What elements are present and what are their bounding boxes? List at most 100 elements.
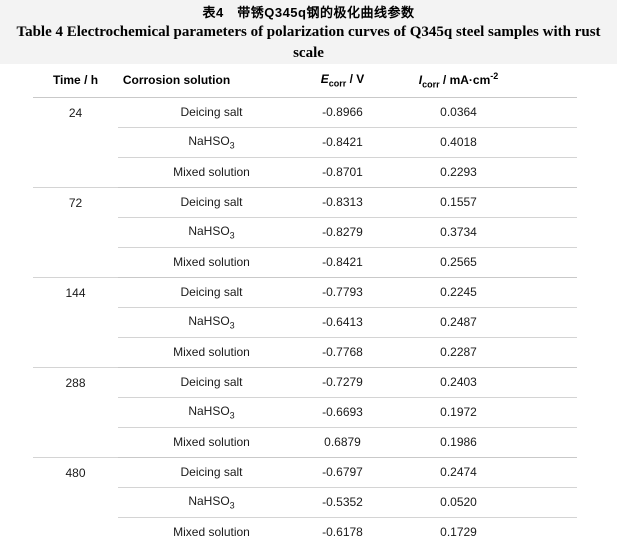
icorr-value: 0.3734 (400, 217, 577, 248)
solution-name: Deicing salt (180, 285, 243, 299)
table-row: Mixed solution -0.8421 0.2565 (33, 247, 577, 278)
ecorr-subscript: corr (328, 78, 347, 89)
icorr-subscript: corr (422, 79, 440, 90)
ecorr-value: -0.7279 (305, 367, 400, 398)
table-row: 24 Deicing salt -0.8966 0.0364 (33, 97, 577, 188)
icorr-value: 0.2245 (400, 277, 577, 308)
solution-cell: Deicing salt (118, 367, 305, 398)
solution-subscript: 3 (229, 500, 235, 511)
icorr-value: 0.2287 (400, 337, 577, 368)
solution-name: Mixed solution (173, 435, 250, 449)
ecorr-unit: / V (346, 72, 365, 87)
solution-name: Deicing salt (180, 375, 243, 389)
icorr-value: 0.1729 (440, 525, 477, 540)
solution-name: NaHSO (188, 133, 230, 148)
ecorr-value: -0.6693 (305, 397, 400, 428)
ecorr-value: -0.8313 (305, 187, 400, 218)
icorr-value: 0.2403 (400, 367, 577, 398)
ecorr-value: -0.8421 (305, 127, 400, 158)
table-row: Mixed solution 0.6879 0.1986 (33, 427, 577, 458)
solution-cell: Deicing salt (118, 457, 305, 488)
time-cell: 144 (33, 277, 118, 368)
icorr-value: 0.2474 (400, 457, 577, 488)
ecorr-value: -0.6178 (322, 525, 363, 540)
table-row: NaHSO3 -0.8421 0.4018 (33, 127, 577, 158)
table-row: NaHSO3 -0.6413 0.2487 (33, 307, 577, 338)
icorr-value: 0.1972 (400, 397, 577, 428)
solution-name: NaHSO (188, 223, 230, 238)
icorr-value: 0.0520 (400, 487, 577, 518)
solution-name: Deicing salt (180, 465, 243, 479)
solution-cell: NaHSO3 (118, 487, 305, 518)
icorr-value: 0.0364 (400, 97, 577, 128)
ecorr-value: -0.5352 (305, 487, 400, 518)
ecorr-value: -0.7793 (305, 277, 400, 308)
ecorr-value: 0.6879 (305, 427, 400, 458)
ecorr-value: -0.6797 (305, 457, 400, 488)
solution-name: Mixed solution (173, 165, 250, 179)
solution-cell: NaHSO3 (118, 217, 305, 248)
table-row: 72 Deicing salt -0.8313 0.1557 (33, 187, 577, 278)
table-row: NaHSO3 -0.6693 0.1972 (33, 397, 577, 428)
column-header-icorr: Icorr / mA·cm-2 (400, 64, 577, 98)
table-row: Mixed solution -0.8701 0.2293 (33, 157, 577, 188)
table-row: 144 Deicing salt -0.7793 0.2245 (33, 277, 577, 368)
time-cell: 288 (33, 367, 118, 458)
icorr-value: 0.4018 (400, 127, 577, 158)
column-header-time-label: Time / h (52, 73, 99, 88)
solution-subscript: 3 (229, 230, 235, 241)
table-row: NaHSO3 -0.5352 0.0520 (33, 487, 577, 518)
icorr-value: 0.2487 (400, 307, 577, 338)
icorr-exponent: -2 (490, 71, 499, 82)
time-cell: 72 (33, 187, 118, 278)
solution-name: NaHSO (188, 403, 230, 418)
solution-cell: Mixed solution (118, 517, 305, 547)
solution-cell: Mixed solution (118, 157, 305, 188)
icorr-symbol: I (418, 73, 423, 88)
icorr-value: 0.1557 (400, 187, 577, 218)
icorr-unit: / mA·cm (439, 73, 491, 88)
solution-cell: Mixed solution (118, 337, 305, 368)
solution-cell: NaHSO3 (118, 397, 305, 428)
polarization-parameters-table: Time / h Corrosion solution Ecorr / V Ic… (33, 64, 577, 547)
ecorr-value: -0.8421 (305, 247, 400, 278)
solution-cell: Deicing salt (118, 277, 305, 308)
ecorr-value: -0.8279 (305, 217, 400, 248)
table-row: NaHSO3 -0.8279 0.3734 (33, 217, 577, 248)
solution-name: NaHSO (188, 313, 230, 328)
table-caption-en: Table 4 Electrochemical parameters of po… (16, 24, 601, 61)
solution-name: Mixed solution (173, 255, 250, 269)
ecorr-value: -0.8701 (305, 157, 400, 188)
icorr-value: 0.2565 (400, 247, 577, 278)
time-cell: 24 (33, 97, 118, 188)
solution-name: Mixed solution (173, 345, 250, 359)
ecorr-symbol: E (320, 72, 329, 87)
icorr-value: 0.2293 (400, 157, 577, 188)
solution-cell: Deicing salt (118, 187, 305, 218)
column-header-solution-label: Corrosion solution (122, 73, 231, 88)
icorr-value: 0.1986 (400, 427, 577, 458)
solution-subscript: 3 (229, 410, 235, 421)
solution-cell: NaHSO3 (118, 127, 305, 158)
solution-name: NaHSO (188, 493, 230, 508)
table-row: Mixed solution -0.7768 0.2287 (33, 337, 577, 368)
solution-name: Deicing salt (180, 195, 243, 209)
solution-subscript: 3 (229, 320, 235, 331)
column-header-solution: Corrosion solution (118, 64, 305, 98)
ecorr-value: -0.6413 (305, 307, 400, 338)
solution-subscript: 3 (229, 140, 235, 151)
solution-cell: Mixed solution (118, 427, 305, 458)
column-header-ecorr: Ecorr / V (305, 64, 400, 98)
solution-cell: Mixed solution (118, 247, 305, 278)
column-header-time: Time / h (33, 64, 118, 98)
table-row: 480 Deicing salt -0.6797 0.2474 (33, 457, 577, 488)
solution-name: Mixed solution (173, 525, 250, 540)
table-caption-zh: 表4 带锈Q345q钢的极化曲线参数 (202, 5, 415, 20)
solution-cell: NaHSO3 (118, 307, 305, 338)
header-row: Time / h Corrosion solution Ecorr / V Ic… (33, 64, 577, 98)
table-row: Mixed solution -0.6178 0.1729 (33, 517, 577, 547)
table-caption-band: 表4 带锈Q345q钢的极化曲线参数 Table 4 Electrochemic… (0, 0, 617, 64)
table-row: 288 Deicing salt -0.7279 0.2403 (33, 367, 577, 458)
time-cell: 480 (65, 465, 86, 480)
solution-name: Deicing salt (180, 105, 243, 119)
